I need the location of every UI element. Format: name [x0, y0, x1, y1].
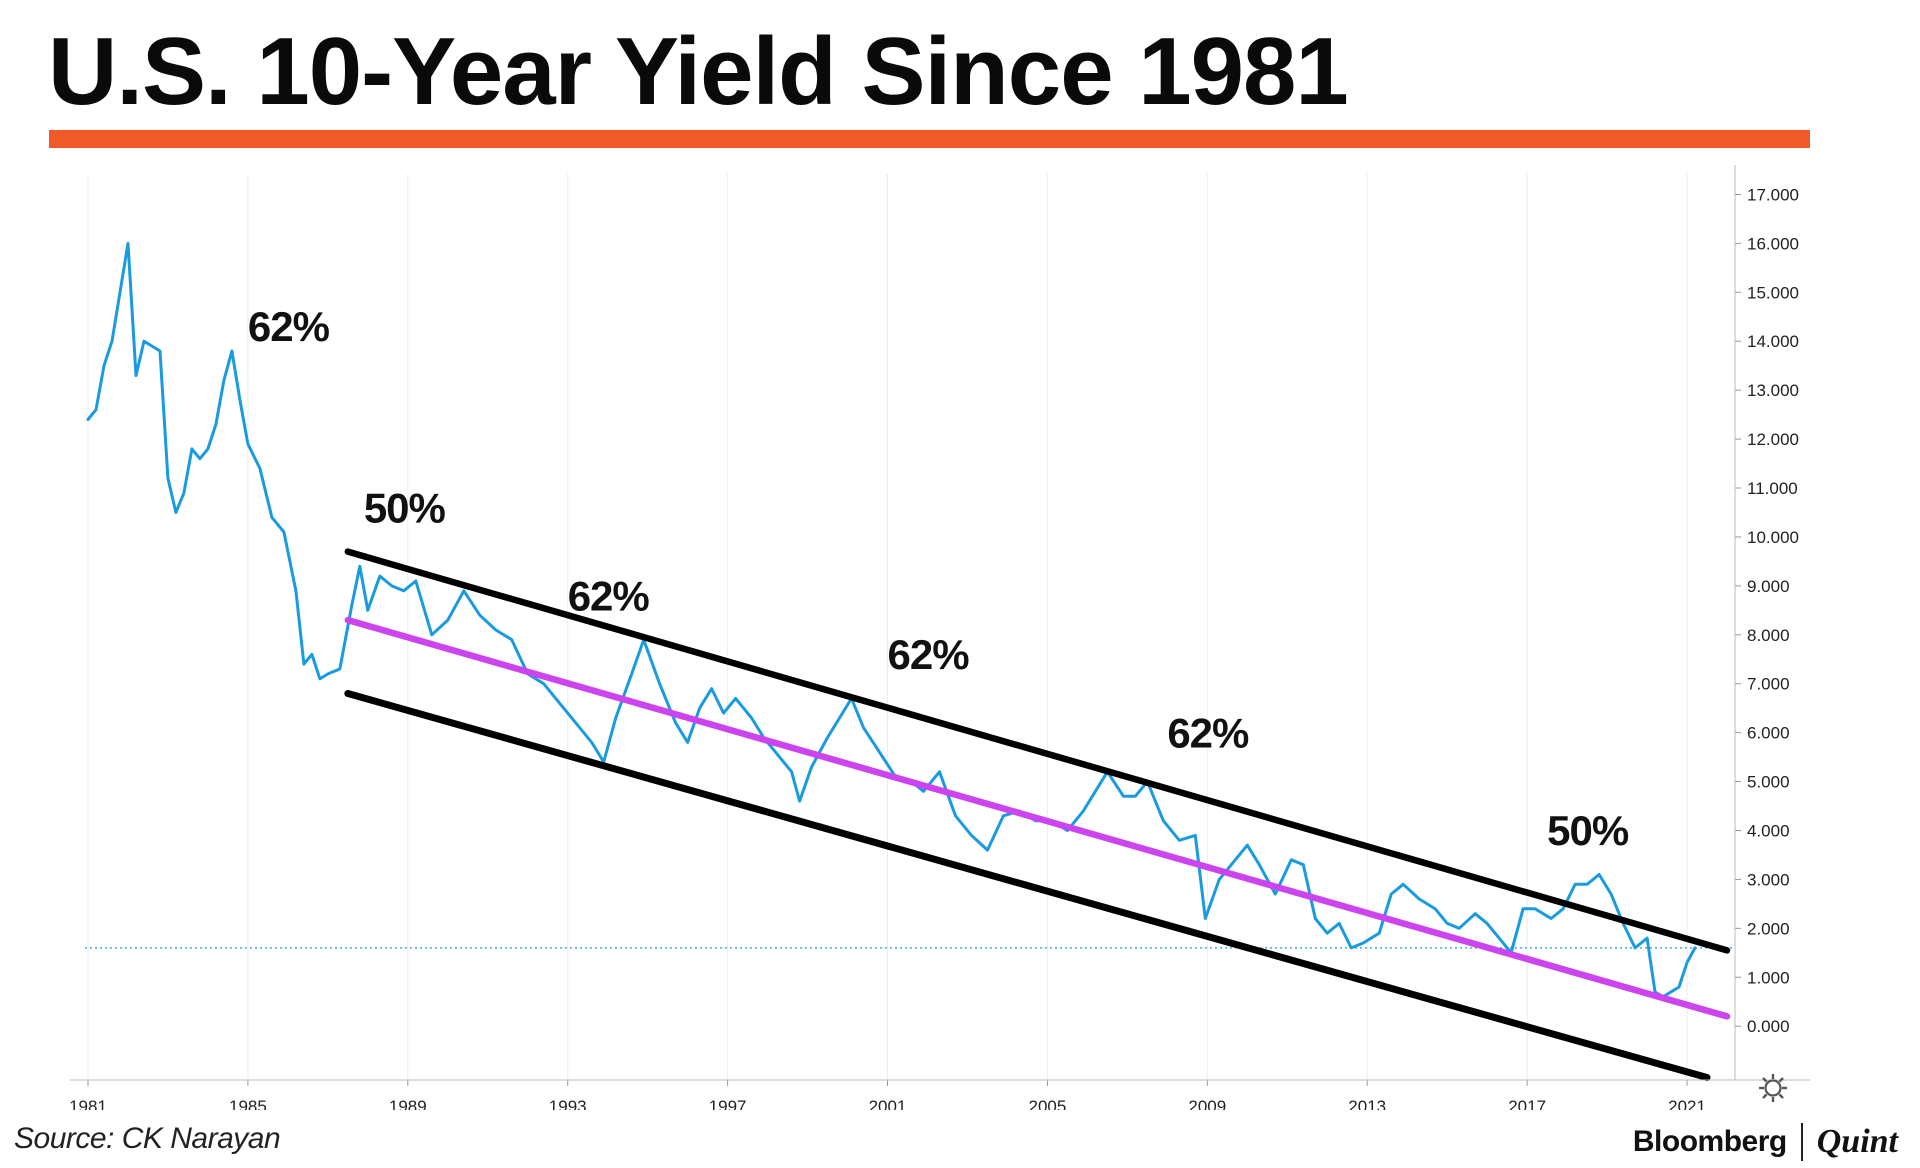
yield-series-line — [86, 241, 1697, 999]
x-tick-label: 2001 — [869, 1097, 907, 1110]
axes: 1981 1985 1989 1993 1997 2001 2005 2009 2013 2017… — [69, 165, 1810, 1110]
y-tick-label: 8.000 — [1747, 626, 1790, 645]
series-layer — [86, 241, 1697, 999]
fib-annotation: 50% — [1547, 807, 1629, 854]
source-credit: Source: CK Narayan — [14, 1122, 281, 1155]
y-tick-label: 16.000 — [1747, 234, 1799, 253]
x-tick-label: 1981 — [69, 1097, 107, 1110]
channel-mid-line — [344, 616, 1731, 1020]
trend-channel — [344, 548, 1731, 1082]
gear-icon[interactable] — [1759, 1074, 1787, 1102]
brand-name: Bloomberg — [1632, 1125, 1787, 1158]
x-tick-label: 2005 — [1029, 1097, 1067, 1110]
y-tick-label: 5.000 — [1747, 773, 1790, 792]
annotations: 62% 50% 62% 62% 62% 50% — [248, 303, 1630, 854]
x-tick-label: 2013 — [1348, 1097, 1386, 1110]
y-tick-label: 10.000 — [1747, 528, 1799, 547]
y-tick-label: 14.000 — [1747, 332, 1799, 351]
y-tick-label: 13.000 — [1747, 381, 1799, 400]
plot-frame — [80, 170, 1810, 1100]
y-tick-label: 11.000 — [1747, 479, 1798, 498]
x-tick-label: 2021 — [1668, 1097, 1706, 1110]
x-tick-label: 2017 — [1508, 1097, 1546, 1110]
brand-logo: Bloomberg Quint — [1633, 1123, 1898, 1161]
y-tick-label: 12.000 — [1747, 430, 1799, 449]
y-tick-label: 0.000 — [1747, 1017, 1790, 1036]
brand-sub: Quint — [1816, 1123, 1898, 1160]
page-title: U.S. 10-Year Yield Since 1981 — [48, 18, 1349, 125]
grid — [87, 174, 1688, 1080]
channel-lower-line — [344, 689, 1711, 1082]
title-underline — [49, 130, 1810, 148]
x-tick-label: 1997 — [709, 1097, 747, 1110]
y-tick-label: 1.000 — [1747, 968, 1790, 987]
y-tick-label: 15.000 — [1747, 283, 1799, 302]
y-tick-label: 4.000 — [1747, 821, 1790, 840]
y-tick-label: 2.000 — [1747, 919, 1790, 938]
fib-annotation: 62% — [568, 572, 650, 619]
x-tick-label: 1993 — [549, 1097, 587, 1110]
y-tick-label: 3.000 — [1747, 870, 1790, 889]
y-tick-label: 7.000 — [1747, 675, 1790, 694]
fib-annotation: 62% — [1167, 709, 1249, 756]
x-tick-label: 1985 — [229, 1097, 267, 1110]
x-tick-label: 2009 — [1188, 1097, 1226, 1110]
brand-divider — [1800, 1123, 1803, 1161]
y-tick-label: 17.000 — [1747, 185, 1799, 204]
fib-annotation: 62% — [248, 303, 330, 350]
y-tick-label: 6.000 — [1747, 724, 1790, 743]
fib-annotation: 50% — [364, 484, 446, 531]
fib-annotation: 62% — [888, 631, 970, 678]
channel-upper-line — [344, 548, 1731, 954]
yield-chart: 1981 1985 1989 1993 1997 2001 2005 2009 2013 2017… — [69, 165, 1810, 1110]
y-tick-label: 9.000 — [1747, 577, 1790, 596]
x-tick-label: 1989 — [389, 1097, 427, 1110]
